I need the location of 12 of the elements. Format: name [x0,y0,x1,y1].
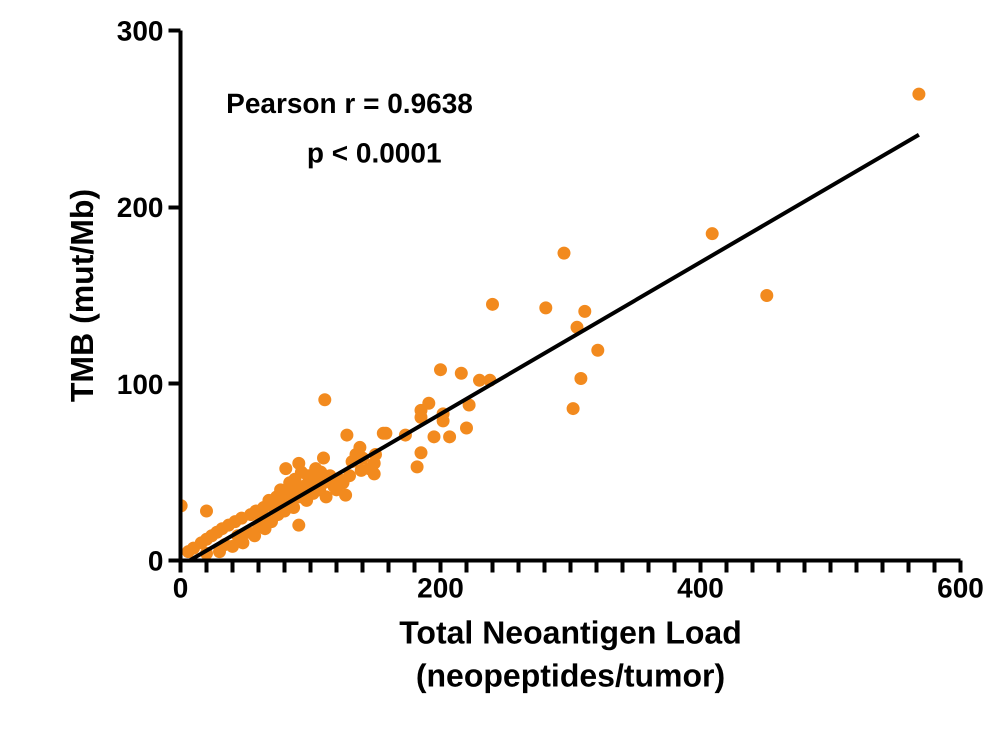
annotation: Pearson r = 0.9638 [226,88,473,119]
x-tick-label: 0 [172,572,188,604]
x-tick-label: 600 [937,572,984,604]
x-tick-label: 200 [417,572,464,604]
y-tick-label: 200 [116,192,164,224]
y-tick-label: 0 [148,546,164,576]
y-tick-label: 100 [116,368,164,400]
y-axis-title: TMB (mut/Mb) [64,188,100,402]
x-tick-label: 400 [677,572,724,604]
x-axis-title: Total Neoantigen Load (neopeptides/tumor) [399,614,742,694]
annotation: p < 0.0001 [306,137,442,168]
y-tick-label: 300 [116,16,164,46]
